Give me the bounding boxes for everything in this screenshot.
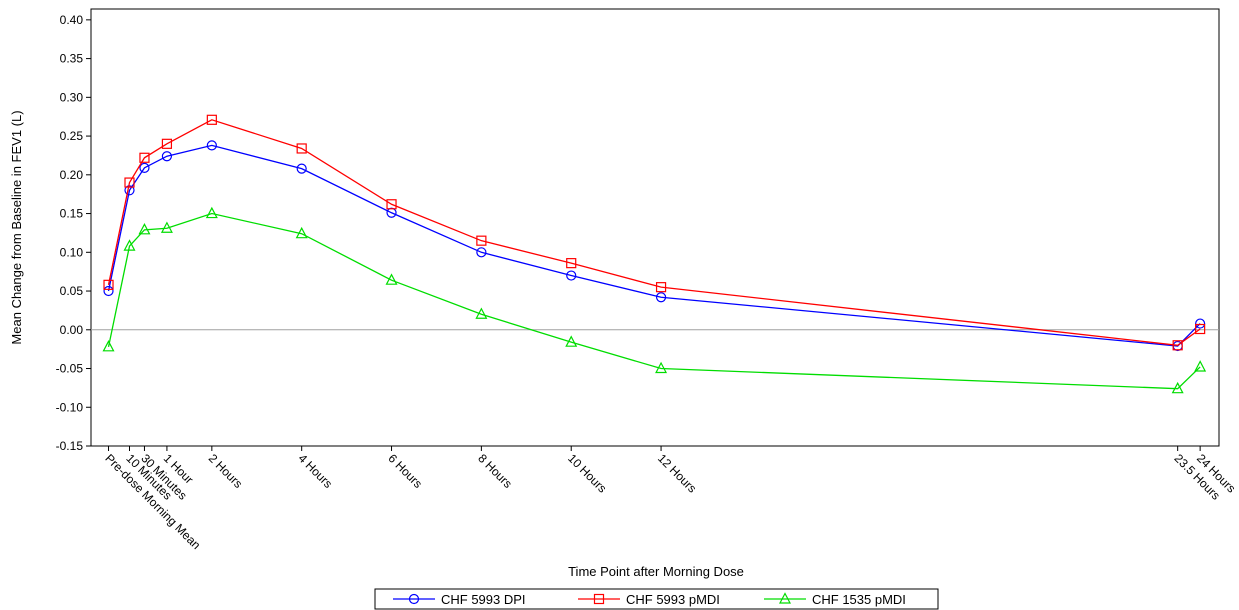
legend: CHF 5993 DPI CHF 5993 pMDI CHF 1535 pMDI (393, 592, 906, 607)
x-tick-label: 10 Hours (565, 451, 609, 495)
x-tick-label: 6 Hours (385, 451, 425, 491)
data-point-triangle (138, 223, 151, 235)
data-point-square (139, 152, 150, 163)
data-point-circle (1195, 318, 1206, 329)
plot-frame (90, 8, 1220, 447)
data-point-triangle (102, 340, 115, 352)
y-tick-label: 0.00 (60, 323, 84, 337)
data-point-triangle (475, 307, 488, 319)
legend-label: CHF 5993 DPI (441, 592, 526, 607)
y-tick-label: 0.30 (60, 90, 84, 104)
y-tick-label: -0.05 (56, 362, 84, 376)
data-point-circle (103, 285, 114, 297)
series-line (107, 212, 1201, 390)
data-point-circle (296, 163, 307, 174)
legend-marker-circle (408, 593, 420, 605)
data-point-triangle (385, 273, 398, 285)
legend-label: CHF 1535 pMDI (812, 592, 906, 607)
data-point-triangle (565, 335, 578, 347)
y-tick-label: 0.35 (60, 52, 84, 66)
y-tick-label: 0.15 (60, 207, 84, 221)
y-tick-label: 0.10 (60, 245, 84, 259)
data-point-circle (139, 162, 150, 173)
data-point-circle (161, 151, 173, 162)
data-point-square (476, 235, 487, 246)
x-tick-label: 8 Hours (475, 451, 515, 491)
data-point-square (655, 282, 667, 293)
series-1 (103, 140, 1206, 352)
data-point-triangle (160, 221, 173, 233)
y-tick-label: -0.15 (56, 439, 84, 453)
series-line (107, 144, 1201, 347)
x-tick-label: 4 Hours (296, 451, 336, 491)
data-point-square (296, 143, 307, 154)
y-axis-title: Mean Change from Baseline in FEV1 (L) (9, 110, 24, 344)
series-line (107, 119, 1201, 346)
series-2 (103, 114, 1206, 351)
y-tick-label: 0.40 (60, 13, 84, 27)
data-point-square (1195, 323, 1206, 335)
x-tick-label: 12 Hours (655, 451, 699, 495)
data-point-circle (655, 292, 667, 303)
data-point-square (386, 199, 397, 210)
data-point-circle (476, 247, 487, 258)
y-tick-label: -0.10 (56, 400, 84, 414)
data-point-circle (206, 140, 217, 151)
data-point-square (103, 279, 114, 290)
legend-box (374, 588, 939, 610)
data-point-triangle (295, 226, 308, 239)
data-point-square (161, 138, 173, 149)
data-point-square (566, 258, 577, 269)
data-point-triangle (655, 361, 668, 374)
data-point-square (1172, 340, 1183, 351)
data-point-square (206, 114, 217, 125)
legend-label: CHF 5993 pMDI (626, 592, 720, 607)
y-tick-label: 0.05 (60, 284, 84, 298)
x-axis-title: Time Point after Morning Dose (568, 564, 744, 579)
data-point-triangle (123, 239, 136, 251)
data-point-circle (566, 270, 577, 281)
legend-marker-square (593, 593, 605, 605)
x-tick-label: 2 Hours (206, 451, 246, 491)
legend-marker-triangle (779, 592, 791, 604)
data-point-circle (124, 185, 135, 196)
data-point-triangle (1171, 381, 1184, 394)
y-tick-label: 0.20 (60, 168, 84, 182)
data-point-square (124, 177, 135, 188)
data-point-triangle (205, 206, 218, 219)
y-tick-label: 0.25 (60, 129, 84, 143)
series-3 (102, 206, 1207, 394)
data-point-triangle (1194, 360, 1207, 372)
